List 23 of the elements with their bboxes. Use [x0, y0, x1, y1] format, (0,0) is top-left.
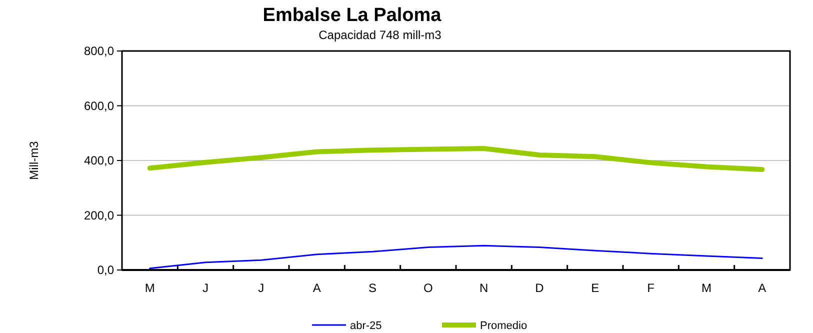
- x-tick-label: D: [535, 281, 544, 295]
- legend-label: abr-25: [350, 320, 382, 332]
- y-tick-label: 400,0: [84, 154, 114, 168]
- x-tick-label: M: [144, 281, 155, 295]
- line-series: [149, 244, 763, 270]
- chart-title: Embalse La Paloma: [262, 5, 442, 26]
- y-tick-label: 600,0: [84, 98, 114, 113]
- legend-label: Promedio: [480, 320, 528, 332]
- x-tick-label: M: [702, 281, 712, 295]
- chart-subtitle: Capacidad 748 mill-m3: [318, 28, 442, 42]
- x-tick-label: J: [202, 281, 208, 295]
- x-tick-label: N: [479, 281, 488, 295]
- x-tick-label: F: [647, 281, 655, 295]
- x-tick-label: S: [368, 281, 377, 295]
- y-tick-label: 0,0: [97, 263, 114, 277]
- x-tick-label: A: [758, 281, 766, 295]
- x-tick-label: O: [423, 281, 433, 295]
- y-axis-title: Mill-m3: [27, 140, 41, 180]
- y-tick-label: 200,0: [84, 208, 114, 222]
- x-tick-label: J: [258, 281, 264, 295]
- x-tick-label: E: [591, 281, 600, 295]
- x-tick-label: A: [312, 281, 321, 295]
- y-tick-label: 800,0: [84, 44, 114, 58]
